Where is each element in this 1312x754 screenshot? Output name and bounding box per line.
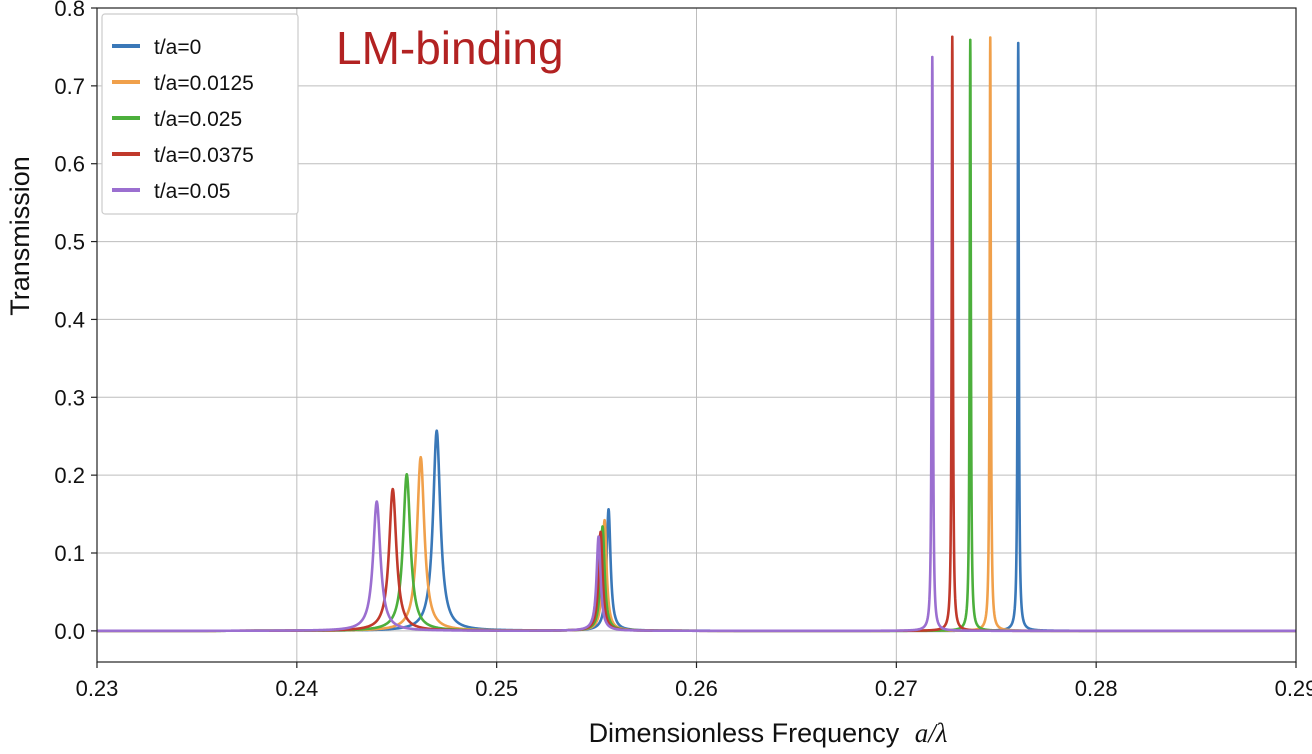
peak-point	[419, 456, 422, 459]
peak-point	[391, 487, 394, 491]
legend-label: t/a=0.025	[154, 108, 242, 131]
y-tick-label: 0.3	[54, 385, 85, 410]
x-tick-label: 0.29	[1275, 676, 1312, 701]
series-line	[96, 55, 1297, 633]
y-tick-label: 0.4	[54, 307, 85, 332]
grid	[96, 7, 1297, 662]
legend-item: t/a=0.025	[112, 108, 242, 131]
x-axis-title-text: Dimensionless Frequency	[589, 718, 900, 748]
x-tick-label: 0.23	[76, 676, 119, 701]
peak-point	[601, 525, 604, 528]
y-tick-label: 0.6	[54, 152, 85, 177]
x-tick-label: 0.27	[875, 676, 918, 701]
y-tick-label: 0.7	[54, 74, 85, 99]
legend-item: t/a=0.05	[112, 180, 230, 203]
legend-label: t/a=0	[154, 36, 201, 59]
y-tick-label: 0.0	[54, 619, 85, 644]
legend-item: t/a=0	[112, 36, 201, 59]
x-axis-title-math: a/λ	[915, 718, 948, 748]
peak-point	[603, 519, 606, 522]
peak-point	[989, 36, 992, 39]
peak-point	[1017, 41, 1020, 45]
peak-point	[607, 508, 610, 511]
peak-point	[931, 55, 934, 59]
x-tick-label: 0.26	[675, 676, 718, 701]
peak-point	[597, 535, 600, 538]
legend-label: t/a=0.05	[154, 180, 230, 203]
peak-point	[435, 429, 438, 432]
annotation-lm-binding: LM-binding	[336, 22, 564, 74]
x-axis-title: Dimensionless Frequency a/λ	[589, 718, 948, 748]
series-layer	[96, 35, 1297, 633]
legend-label: t/a=0.0375	[154, 144, 254, 167]
y-tick-label: 0.1	[54, 541, 85, 566]
y-tick-label: 0.8	[54, 0, 85, 21]
y-ticks: 0.0 0.1 0.2 0.3 0.4 0.5 0.6 0.7 0.8	[54, 0, 97, 644]
x-tick-label: 0.28	[1075, 676, 1118, 701]
peak-point	[375, 500, 378, 503]
legend-box	[101, 13, 299, 215]
peak-point	[599, 530, 602, 534]
y-axis-title: Transmission	[5, 156, 35, 316]
legend-item: t/a=0.0125	[112, 72, 254, 95]
peak-point	[405, 473, 408, 476]
y-tick-label: 0.2	[54, 463, 85, 488]
x-tick-label: 0.24	[275, 676, 318, 701]
x-tick-label: 0.25	[475, 676, 518, 701]
peak-point	[969, 38, 972, 42]
y-tick-label: 0.5	[54, 230, 85, 255]
x-ticks: 0.23 0.24 0.25 0.26 0.27 0.28 0.29	[76, 662, 1312, 701]
peak-point	[951, 35, 954, 39]
legend-items: t/a=0 t/a=0.0125 t/a=0.025 t/a=0.0375 t/a=0.…	[112, 36, 254, 203]
legend-label: t/a=0.0125	[154, 72, 254, 95]
legend-item: t/a=0.0375	[112, 144, 254, 167]
legend: t/a=0 t/a=0.0125 t/a=0.025 t/a=0.0375 t/a=0.…	[101, 13, 299, 215]
